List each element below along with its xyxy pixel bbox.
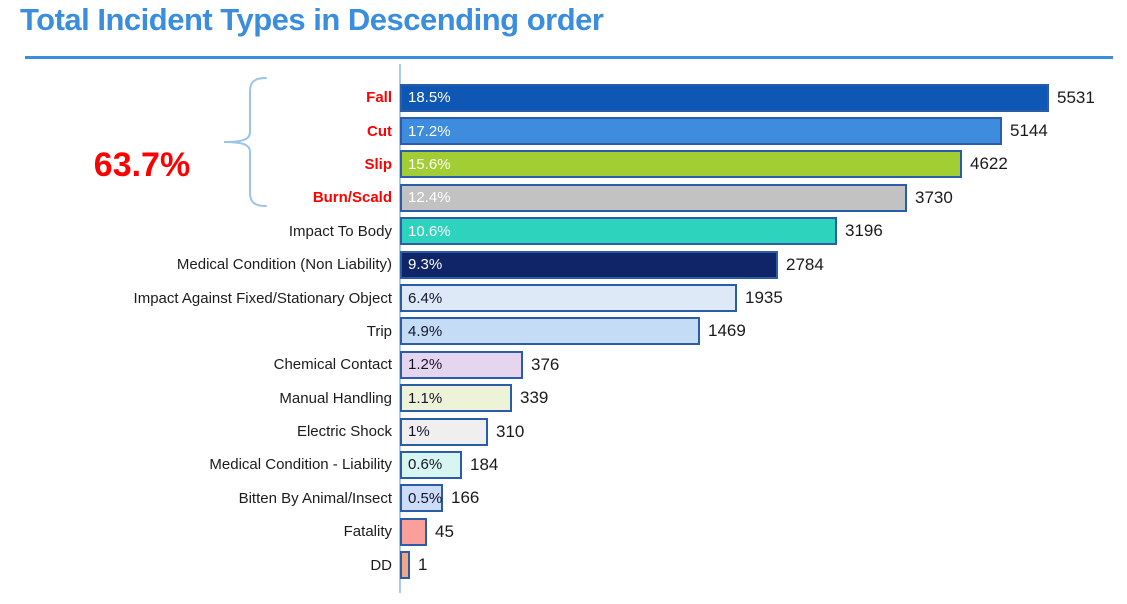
group-percent-label: 63.7% bbox=[93, 146, 191, 184]
category-label: Bitten By Animal/Insect bbox=[238, 489, 392, 507]
bar: 6.4% bbox=[400, 284, 737, 313]
chart-row: Impact To Body 10.6% 3196 bbox=[0, 215, 1127, 248]
bar bbox=[400, 551, 410, 580]
bar-value-label: 310 bbox=[496, 421, 525, 441]
bar-value-label: 339 bbox=[520, 388, 549, 408]
chart-row: Medical Condition (Non Liability) 9.3% 2… bbox=[0, 248, 1127, 281]
title-underline bbox=[25, 56, 1113, 59]
category-label: Electric Shock bbox=[296, 423, 392, 441]
category-label: Slip bbox=[364, 155, 392, 173]
chart-row: Slip 15.6% 4622 bbox=[0, 148, 1127, 181]
chart-row: Manual Handling 1.1% 339 bbox=[0, 382, 1127, 415]
bar: 17.2% bbox=[400, 117, 1002, 146]
bar: 12.4% bbox=[400, 183, 907, 212]
bar-percent-label: 0.6% bbox=[408, 456, 443, 474]
bar-percent-label: 6.4% bbox=[408, 289, 443, 307]
bar-value-label: 4622 bbox=[970, 154, 1008, 174]
bar: 0.6% bbox=[400, 450, 462, 479]
chart-row: Medical Condition - Liability 0.6% 184 bbox=[0, 448, 1127, 481]
bar-percent-label: 1% bbox=[408, 423, 430, 441]
bar-percent-label: 12.4% bbox=[408, 189, 451, 207]
bar: 1.1% bbox=[400, 384, 512, 413]
category-label: Impact To Body bbox=[288, 222, 392, 240]
bar-value-label: 5531 bbox=[1057, 87, 1095, 107]
category-label: Fatality bbox=[343, 523, 392, 541]
category-label: Manual Handling bbox=[279, 389, 392, 407]
chart-row: Fall 18.5% 5531 bbox=[0, 81, 1127, 114]
bar-percent-label: 10.6% bbox=[408, 222, 451, 240]
chart-row: Trip 4.9% 1469 bbox=[0, 315, 1127, 348]
bar: 0.5% bbox=[400, 484, 443, 513]
bar-value-label: 45 bbox=[435, 521, 454, 541]
chart-row: Impact Against Fixed/Stationary Object 6… bbox=[0, 281, 1127, 314]
bar-rows: Fall 18.5% 5531 Cut 17.2% 5144 Slip 15.6… bbox=[0, 81, 1127, 582]
category-label: Impact Against Fixed/Stationary Object bbox=[133, 289, 392, 307]
category-label: Burn/Scald bbox=[312, 189, 392, 207]
bar: 1.2% bbox=[400, 350, 523, 379]
bar-value-label: 1469 bbox=[708, 321, 746, 341]
chart-row: DD 1 bbox=[0, 548, 1127, 581]
bar-percent-label: 1.2% bbox=[408, 356, 443, 374]
bar-percent-label: 18.5% bbox=[408, 89, 451, 107]
bar-value-label: 1935 bbox=[745, 288, 783, 308]
bar-percent-label: 0.5% bbox=[408, 489, 443, 507]
chart-title: Total Incident Types in Descending order bbox=[20, 2, 604, 37]
group-brace bbox=[223, 77, 267, 207]
category-label: Cut bbox=[367, 122, 392, 140]
bar: 15.6% bbox=[400, 150, 962, 179]
bar: 9.3% bbox=[400, 250, 778, 279]
bar-value-label: 166 bbox=[451, 488, 480, 508]
bar-percent-label: 17.2% bbox=[408, 122, 451, 140]
category-label: Medical Condition - Liability bbox=[209, 456, 392, 474]
bar-value-label: 1 bbox=[418, 555, 428, 575]
category-label: DD bbox=[370, 556, 392, 574]
bar-value-label: 5144 bbox=[1010, 121, 1048, 141]
bar-value-label: 2784 bbox=[786, 254, 824, 274]
chart-row: Bitten By Animal/Insect 0.5% 166 bbox=[0, 482, 1127, 515]
bar-value-label: 184 bbox=[470, 454, 499, 474]
chart-row: Electric Shock 1% 310 bbox=[0, 415, 1127, 448]
bar: 18.5% bbox=[400, 83, 1049, 112]
bar bbox=[400, 517, 427, 546]
chart-row: Cut 17.2% 5144 bbox=[0, 114, 1127, 147]
bar-value-label: 3196 bbox=[845, 221, 883, 241]
chart-row: Chemical Contact 1.2% 376 bbox=[0, 348, 1127, 381]
bar: 10.6% bbox=[400, 217, 837, 246]
bar-percent-label: 9.3% bbox=[408, 256, 443, 274]
category-label: Trip bbox=[366, 322, 392, 340]
category-label: Fall bbox=[366, 89, 392, 107]
category-label: Chemical Contact bbox=[273, 356, 392, 374]
category-label: Medical Condition (Non Liability) bbox=[176, 256, 392, 274]
chart-row: Burn/Scald 12.4% 3730 bbox=[0, 181, 1127, 214]
bar: 4.9% bbox=[400, 317, 700, 346]
bar: 1% bbox=[400, 417, 488, 446]
bar-percent-label: 15.6% bbox=[408, 155, 451, 173]
bar-percent-label: 4.9% bbox=[408, 322, 443, 340]
bar-value-label: 3730 bbox=[915, 187, 953, 207]
chart-row: Fatality 45 bbox=[0, 515, 1127, 548]
bar-value-label: 376 bbox=[531, 354, 560, 374]
bar-percent-label: 1.1% bbox=[408, 389, 443, 407]
